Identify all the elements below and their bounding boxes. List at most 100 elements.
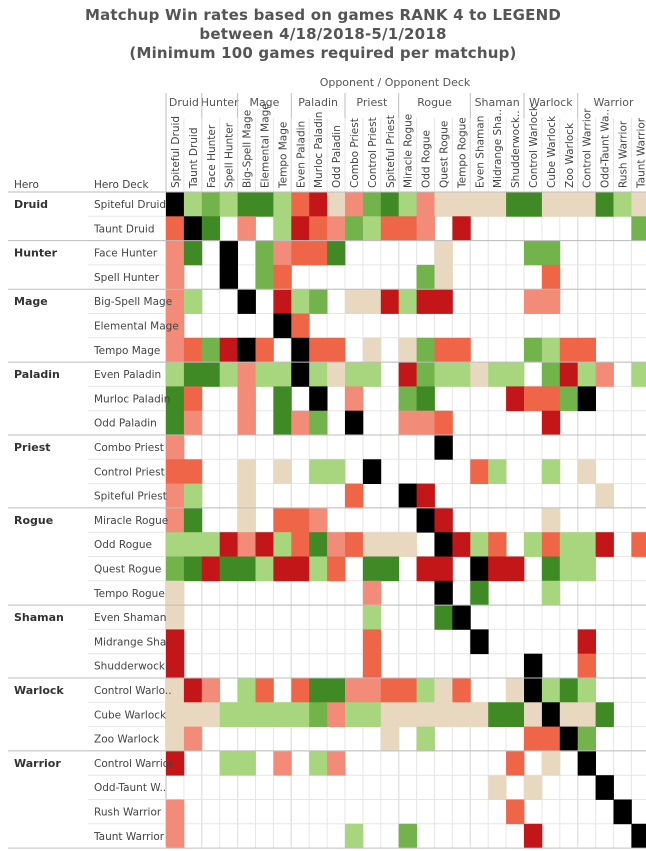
heatmap-cell	[577, 459, 596, 484]
heatmap-cell	[166, 702, 185, 727]
heatmap-cell	[631, 216, 646, 241]
column-label: Elemental Mage	[259, 103, 271, 188]
row-deck-label: Control Warrior	[94, 758, 174, 770]
heatmap-cell	[309, 289, 328, 314]
heatmap-cell	[183, 702, 203, 727]
heatmap-cell	[327, 459, 346, 484]
heatmap-cell	[166, 240, 185, 266]
mirror-cell	[273, 313, 292, 339]
row-hero-warrior: Warrior	[14, 757, 61, 770]
heatmap-cell	[559, 678, 579, 703]
heatmap-cell	[559, 192, 579, 217]
heatmap-cell	[434, 556, 453, 582]
heatmap-cell	[362, 192, 382, 217]
heatmap-cell	[166, 410, 185, 436]
heatmap-cell	[524, 240, 543, 266]
mirror-cell	[577, 386, 596, 412]
heatmap-cell	[201, 192, 221, 217]
row-hero-mage: Mage	[14, 295, 48, 308]
heatmap-cell	[291, 313, 310, 339]
heatmap-cell	[416, 483, 435, 509]
heatmap-cell	[541, 678, 561, 703]
mirror-cell	[291, 362, 310, 387]
heatmap-cell	[237, 532, 256, 557]
heatmap-cell	[183, 337, 203, 363]
heatmap-cell	[166, 483, 185, 509]
mirror-cell	[434, 580, 453, 606]
column-label: Quest Rogue	[438, 121, 450, 188]
column-label: Midrange Sha..	[492, 109, 504, 188]
heatmap-cell	[166, 386, 185, 412]
mirror-cell	[631, 823, 646, 849]
heatmap-cell	[362, 337, 382, 363]
row-deck-label: Odd-Taunt W..	[94, 782, 166, 794]
heatmap-cell	[291, 410, 310, 436]
heatmap-cell	[183, 386, 203, 412]
row-hero-rogue: Rogue	[14, 514, 53, 527]
mirror-cell	[541, 702, 561, 727]
heatmap-cell	[345, 362, 364, 387]
heatmap-cell	[559, 532, 579, 557]
heatmap-cell	[237, 507, 256, 533]
heatmap-cell	[541, 386, 561, 412]
heatmap-cell	[166, 313, 185, 339]
column-label: Even Paladin	[295, 121, 307, 188]
heatmap-cell	[398, 216, 417, 241]
heatmap-cell	[434, 264, 453, 290]
mirror-cell	[237, 337, 256, 363]
heatmap-cell	[255, 362, 274, 387]
heatmap-cell	[524, 337, 543, 363]
heatmap-cell	[309, 556, 328, 582]
heatmap-cell	[166, 726, 185, 752]
heatmap-cell	[362, 702, 382, 727]
mirror-cell	[559, 726, 579, 752]
column-label: Miracle Rogue	[403, 114, 415, 188]
chart-title-line-1: Matchup Win rates based on games RANK 4 …	[84, 6, 562, 24]
heatmap-cell	[309, 532, 328, 557]
heatmap-cell	[380, 192, 400, 217]
heatmap-cell	[291, 289, 310, 314]
heatmap-cell	[183, 240, 203, 266]
heatmap-cell	[577, 629, 596, 655]
row-hero-warlock: Warlock	[14, 684, 64, 697]
heatmap-cell	[488, 702, 507, 727]
row-deck-label: Shudderwock..	[94, 661, 172, 673]
heatmap-cell	[541, 337, 561, 363]
heatmap-cell	[452, 702, 471, 727]
heatmap-cell	[273, 532, 292, 557]
row-deck-label: Miracle Rogue	[94, 515, 168, 527]
heatmap-cell	[309, 192, 328, 217]
heatmap-cell	[577, 337, 596, 363]
heatmap-cell	[166, 362, 185, 387]
heatmap-cell	[541, 362, 561, 387]
heatmap-cell	[434, 192, 453, 217]
heatmap-cell	[345, 702, 364, 727]
heatmap-cell	[255, 556, 274, 582]
row-axis-deck-header: Hero Deck	[94, 179, 150, 191]
heatmap-cell	[577, 362, 596, 387]
column-label: Combo Priest	[349, 118, 361, 188]
row-hero-paladin: Paladin	[14, 368, 60, 381]
column-label: Spiteful Druid	[170, 116, 182, 188]
heatmap-cell	[559, 337, 579, 363]
heatmap-cell	[416, 192, 435, 217]
heatmap-cell	[416, 216, 435, 241]
heatmap-cell	[524, 726, 543, 752]
heatmap-cell	[255, 264, 274, 290]
row-deck-label: Taunt Warrior	[93, 831, 165, 843]
heatmap-cell	[273, 264, 292, 290]
heatmap-cell	[219, 702, 238, 727]
heatmap-cell	[398, 362, 417, 387]
heatmap-cell	[452, 216, 471, 241]
heatmap-cell	[273, 216, 292, 241]
column-axis-title: Opponent / Opponent Deck	[320, 76, 471, 89]
heatmap-cell	[362, 289, 382, 314]
heatmap-cell	[577, 678, 596, 703]
heatmap-cell	[291, 192, 310, 217]
column-hero-warrior: Warrior	[593, 96, 634, 109]
row-deck-label: Spiteful Priest	[94, 491, 167, 503]
heatmap-cell	[237, 216, 256, 241]
heatmap-cell	[273, 386, 292, 412]
column-label: Control Warrior	[582, 108, 594, 188]
